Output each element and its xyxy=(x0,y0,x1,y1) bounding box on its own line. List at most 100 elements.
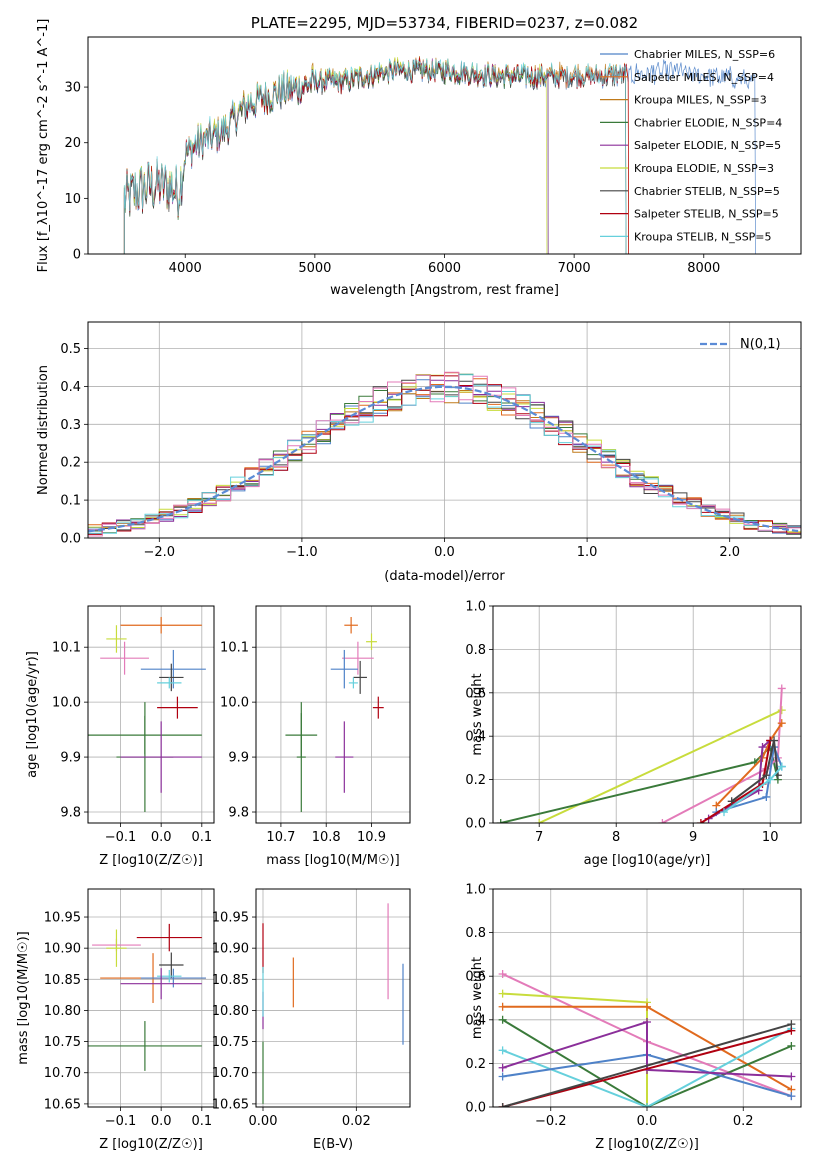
x-tick-label: 10.8 xyxy=(312,830,341,845)
plot-area xyxy=(88,889,214,1107)
y-axis-label: Flux [f_λ10^-17 erg cm^-2 s^-1 A^-1] xyxy=(36,19,51,273)
axes-frame xyxy=(255,888,411,1108)
legend-entry: Salpeter STELIB, N_SSP=5 xyxy=(634,208,779,221)
weight-marker xyxy=(777,762,786,771)
legend-entry: Kroupa STELIB, N_SSP=5 xyxy=(634,230,772,243)
errorbar-point xyxy=(366,633,377,650)
x-tick-label: 0.1 xyxy=(191,830,212,845)
y-tick-label: 0 xyxy=(73,248,81,263)
weight-line xyxy=(502,1029,792,1107)
x-tick-label: 7 xyxy=(535,830,543,845)
legend-entry: Chabrier ELODIE, N_SSP=4 xyxy=(634,116,782,129)
y-tick-label: 1.0 xyxy=(465,883,486,898)
x-tick-label: 4000 xyxy=(169,261,202,276)
x-tick-label: 0.0 xyxy=(637,1114,658,1129)
y-tick-label: 0.0 xyxy=(465,1101,486,1116)
y-tick-label: 10.70 xyxy=(212,1066,249,1081)
errorbar-point xyxy=(120,721,202,793)
y-tick-label: 10.80 xyxy=(44,1004,81,1019)
x-tick-label: 8 xyxy=(612,830,620,845)
errorbar-point xyxy=(100,641,149,675)
y-tick-label: 0.6 xyxy=(465,686,486,701)
legend-entry: Salpeter MILES, N_SSP=4 xyxy=(634,71,774,84)
x-axis-label: Z [log10(Z/Z☉)] xyxy=(99,1137,203,1152)
errorbar-point xyxy=(372,696,384,719)
plot-area xyxy=(493,889,801,1107)
legend-entry: Kroupa MILES, N_SSP=3 xyxy=(634,94,767,107)
panel-mass_vs_Z: −0.1 0.0 0.1 10.65 10.70 10.75 10.80 10.85 10.90… xyxy=(16,888,215,1152)
x-axis-label: Z [log10(Z/Z☉)] xyxy=(99,853,203,868)
weight-marker xyxy=(727,797,736,806)
y-tick-label: 10.95 xyxy=(44,911,81,926)
spectrum-series-line xyxy=(123,58,627,254)
y-tick-label: 30 xyxy=(64,81,81,96)
weight-marker xyxy=(762,771,771,780)
x-tick-label: 0.02 xyxy=(342,1114,371,1129)
weight-marker xyxy=(762,792,771,801)
spectrum-series-line xyxy=(123,59,627,254)
x-tick-label: −2.0 xyxy=(144,545,176,560)
y-tick-label: 10.1 xyxy=(220,641,249,656)
weight-marker xyxy=(770,736,779,745)
weight-series xyxy=(535,706,786,823)
legend-entry: Chabrier STELIB, N_SSP=5 xyxy=(634,185,780,198)
weight-line xyxy=(731,740,779,803)
x-axis-label: mass [log10(M/M☉)] xyxy=(266,853,399,868)
legend-entry: Kroupa ELODIE, N_SSP=3 xyxy=(634,162,774,175)
weight-line xyxy=(716,743,783,814)
errorbar-point xyxy=(120,616,202,634)
y-tick-label: 0.8 xyxy=(465,926,486,941)
axes-frame xyxy=(87,605,215,824)
x-tick-label: 0.0 xyxy=(434,545,455,560)
weight-marker xyxy=(498,1046,507,1055)
weight-marker xyxy=(498,1103,507,1107)
errorbar-point xyxy=(159,663,184,692)
weight-line xyxy=(502,1018,792,1107)
x-tick-label: 0.0 xyxy=(151,1114,172,1129)
weight-marker xyxy=(777,684,786,693)
y-tick-label: 10.90 xyxy=(44,942,81,957)
weight-marker xyxy=(496,819,505,823)
errorbar-point xyxy=(157,677,182,689)
x-tick-label: 6000 xyxy=(428,261,461,276)
weight-line xyxy=(502,1023,792,1107)
spectrum-series-line xyxy=(123,57,629,254)
panel-mass_vs_EBV: 0.00 0.02 10.65 10.70 10.75 10.80 10.85 10.90 10… xyxy=(212,888,411,1152)
plot-area xyxy=(123,55,756,254)
x-tick-label: 2.0 xyxy=(719,545,740,560)
y-tick-label: 0.8 xyxy=(465,643,486,658)
weight-marker xyxy=(498,1063,507,1072)
panel-weights_vs_Z: −0.2 0.0 0.2 0.0 0.2 0.4 0.6 0.8 1.0 Z [log10(Z/Z… xyxy=(465,883,802,1152)
weight-marker xyxy=(535,819,544,823)
errorbar-point xyxy=(353,660,367,694)
errorbar-point xyxy=(140,649,206,689)
axes-frame xyxy=(87,888,215,1108)
x-tick-label: 7000 xyxy=(558,261,591,276)
histogram-series xyxy=(88,371,801,537)
y-tick-label: 10.80 xyxy=(212,1004,249,1019)
y-tick-label: 0.4 xyxy=(465,730,486,745)
panel-age_vs_mass: 10.7 10.8 10.9 9.8 9.9 10.0 10.1 mass [log10(M/… xyxy=(220,605,411,868)
y-tick-label: 10.70 xyxy=(44,1066,81,1081)
weight-marker xyxy=(696,819,705,823)
y-axis-label: Normed distribution xyxy=(36,365,51,495)
y-tick-label: 10.65 xyxy=(212,1097,249,1112)
y-tick-label: 10.65 xyxy=(44,1097,81,1112)
x-tick-label: 0.00 xyxy=(249,1114,278,1129)
x-axis-label: wavelength [Angstrom, rest frame] xyxy=(330,283,559,298)
x-tick-label: −0.1 xyxy=(105,830,137,845)
y-tick-label: 10.95 xyxy=(212,911,249,926)
weight-marker xyxy=(787,1092,796,1101)
y-tick-label: 10.75 xyxy=(44,1035,81,1050)
panel-spectrum: 4000 5000 6000 7000 8000 0 10 20 30 PLATE=2295, M… xyxy=(36,14,802,298)
errorbar-point xyxy=(296,702,306,813)
y-axis-label: mass weight xyxy=(470,673,485,755)
axes-frame xyxy=(255,605,411,824)
x-tick-label: 5000 xyxy=(298,261,331,276)
y-tick-label: 0.1 xyxy=(60,494,81,509)
y-tick-label: 0.4 xyxy=(465,1013,486,1028)
y-tick-label: 0.0 xyxy=(60,532,81,547)
y-tick-label: 0.2 xyxy=(60,456,81,471)
y-tick-label: 10.90 xyxy=(212,942,249,957)
